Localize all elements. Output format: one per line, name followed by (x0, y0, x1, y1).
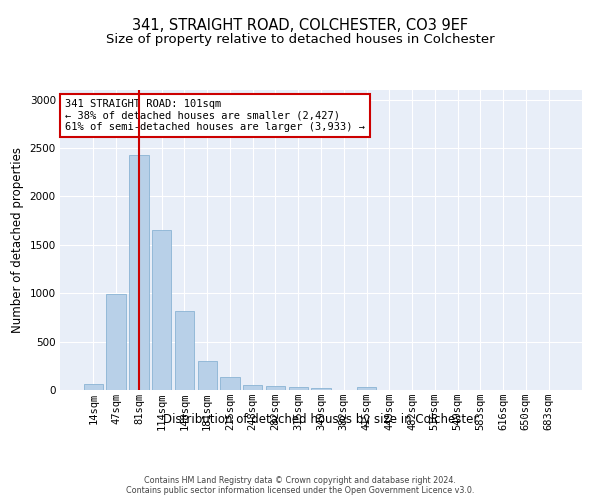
Bar (266, 386, 285, 390)
Text: Distribution of detached houses by size in Colchester: Distribution of detached houses by size … (163, 412, 479, 426)
Bar (311, 388, 331, 390)
Bar (197, 361, 217, 390)
Bar (84, 384, 103, 390)
Bar (106, 294, 126, 390)
Text: Contains HM Land Registry data © Crown copyright and database right 2024.
Contai: Contains HM Land Registry data © Crown c… (126, 476, 474, 495)
Bar (175, 310, 194, 390)
Y-axis label: Number of detached properties: Number of detached properties (11, 147, 24, 333)
Text: 341, STRAIGHT ROAD, COLCHESTER, CO3 9EF: 341, STRAIGHT ROAD, COLCHESTER, CO3 9EF (132, 18, 468, 32)
Bar (243, 385, 262, 390)
Bar (152, 230, 172, 390)
Bar (129, 155, 149, 390)
Bar (220, 378, 239, 390)
Text: Size of property relative to detached houses in Colchester: Size of property relative to detached ho… (106, 32, 494, 46)
Text: 341 STRAIGHT ROAD: 101sqm
← 38% of detached houses are smaller (2,427)
61% of se: 341 STRAIGHT ROAD: 101sqm ← 38% of detac… (65, 99, 365, 132)
Bar (289, 387, 308, 390)
Bar (357, 386, 376, 390)
